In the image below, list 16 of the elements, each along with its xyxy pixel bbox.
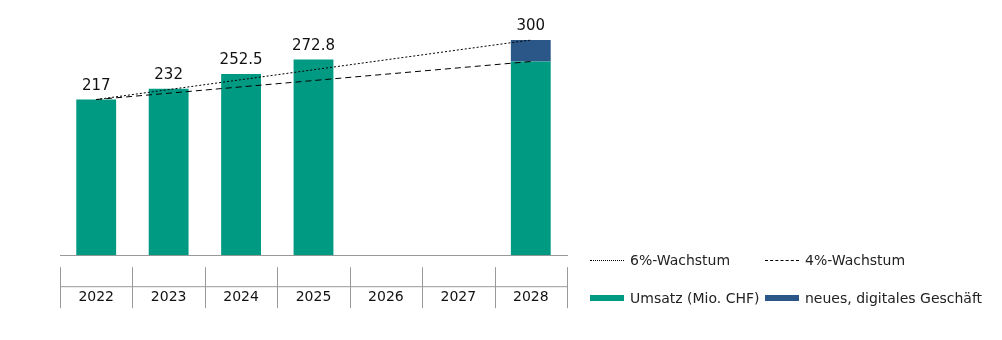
- data-label: 252.5: [219, 50, 263, 69]
- x-tick-label: 2027: [440, 288, 477, 305]
- x-tick-label: 2025: [295, 288, 332, 305]
- x-tick-label: 2028: [512, 288, 549, 305]
- data-label: 272.8: [292, 35, 335, 54]
- x-tick-label: 2023: [150, 288, 187, 305]
- x-tick-label: 2024: [223, 288, 259, 305]
- legend-label: 6%-Wachstum: [630, 252, 731, 268]
- legend-label: neues, digitales Geschäft: [805, 290, 983, 306]
- x-tick-label: 2022: [78, 288, 115, 305]
- legend-label: Umsatz (Mio. CHF): [630, 290, 760, 306]
- total-label: 300: [516, 16, 546, 35]
- x-tick-label: 2026: [368, 288, 404, 305]
- legend-label: 4%-Wachstum: [805, 252, 906, 268]
- data-label: 217: [81, 75, 111, 94]
- data-label: 232: [154, 65, 183, 84]
